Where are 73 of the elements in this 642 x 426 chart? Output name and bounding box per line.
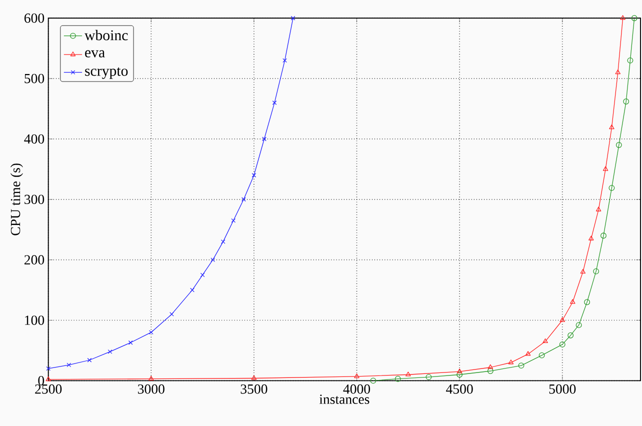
y-tick-label: 500 bbox=[24, 74, 44, 84]
point bbox=[576, 322, 582, 328]
point bbox=[542, 338, 548, 344]
point bbox=[631, 15, 638, 22]
legend-label: eva bbox=[85, 50, 105, 58]
point bbox=[148, 376, 154, 380]
point bbox=[616, 142, 622, 148]
x-tick-label: 5000 bbox=[549, 384, 576, 394]
point bbox=[220, 240, 226, 244]
point bbox=[518, 362, 524, 369]
point bbox=[456, 368, 462, 374]
point bbox=[615, 70, 620, 74]
point bbox=[487, 368, 494, 374]
point bbox=[426, 374, 432, 380]
point bbox=[584, 299, 590, 306]
point bbox=[609, 124, 614, 130]
x-tick-label: 4500 bbox=[446, 384, 473, 394]
point bbox=[46, 366, 51, 371]
point bbox=[251, 375, 257, 380]
point bbox=[560, 317, 565, 322]
point bbox=[456, 372, 463, 378]
point bbox=[627, 57, 634, 64]
point bbox=[602, 166, 608, 171]
y-tick-label: 400 bbox=[24, 134, 44, 144]
y-tick-label: 300 bbox=[24, 194, 44, 204]
point bbox=[290, 16, 296, 20]
y-tick-label: 600 bbox=[24, 13, 44, 23]
point bbox=[282, 58, 287, 63]
point bbox=[272, 100, 277, 105]
point bbox=[394, 376, 401, 382]
y-axis-title: CPU time (s) bbox=[10, 164, 23, 236]
point bbox=[252, 173, 256, 178]
point bbox=[538, 352, 545, 358]
point bbox=[231, 218, 236, 223]
point bbox=[588, 236, 594, 240]
point bbox=[406, 372, 411, 376]
point bbox=[620, 15, 626, 20]
x-tick-label: 3000 bbox=[138, 384, 164, 394]
y-tick-label: 100 bbox=[25, 316, 44, 325]
point bbox=[87, 358, 92, 362]
point bbox=[108, 349, 112, 354]
point bbox=[596, 206, 602, 212]
point bbox=[525, 351, 531, 356]
point bbox=[354, 373, 360, 378]
point bbox=[608, 184, 615, 191]
y-tick-label: 200 bbox=[24, 255, 44, 264]
legend-label: scrypto bbox=[85, 67, 128, 79]
point bbox=[128, 340, 133, 345]
point bbox=[600, 232, 606, 239]
point bbox=[593, 268, 600, 274]
point bbox=[66, 362, 72, 368]
point bbox=[508, 360, 514, 364]
point bbox=[568, 332, 574, 338]
point bbox=[262, 136, 266, 142]
y-tick-label: 0 bbox=[38, 376, 44, 386]
x-axis-title: instances bbox=[319, 394, 370, 404]
x-tick-label: 3500 bbox=[240, 384, 268, 394]
point bbox=[148, 330, 154, 335]
legend-label: wboinc bbox=[84, 30, 128, 40]
x-tick-label: 2500 bbox=[35, 384, 62, 394]
point bbox=[623, 98, 630, 104]
point bbox=[370, 378, 376, 384]
point bbox=[190, 288, 194, 292]
point bbox=[200, 272, 205, 278]
point bbox=[170, 312, 174, 316]
point bbox=[210, 258, 216, 262]
point bbox=[241, 197, 246, 202]
point bbox=[570, 299, 576, 304]
point bbox=[46, 376, 51, 382]
x-tick-label: 4000 bbox=[343, 384, 370, 394]
point bbox=[580, 268, 586, 274]
point bbox=[559, 341, 566, 348]
point bbox=[488, 364, 494, 370]
